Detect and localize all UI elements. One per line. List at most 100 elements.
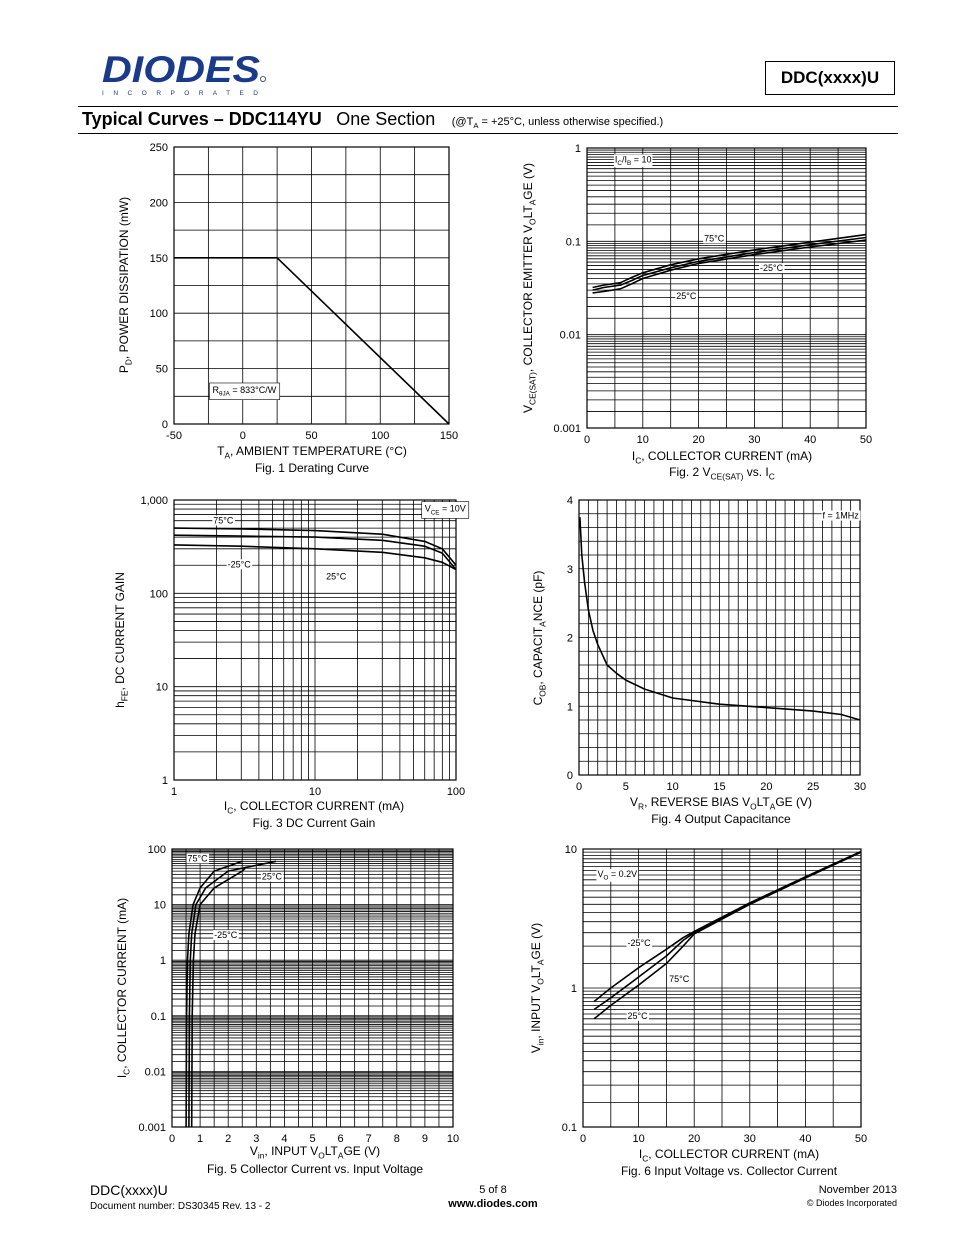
y-tick-label: 10 <box>156 682 168 694</box>
annotation-bg <box>212 515 235 526</box>
x-tick-label: 9 <box>422 1133 428 1145</box>
x-tick-label: 25 <box>807 781 819 793</box>
y-tick-label: 100 <box>150 308 168 320</box>
x-axis-label: Vin, INPUT VOLTAGE (V) <box>250 1144 380 1161</box>
x-tick-label: 0 <box>584 434 590 446</box>
x-tick-label: 30 <box>748 434 760 446</box>
annotation-label: -25°C <box>627 938 651 948</box>
y-tick-label: 1 <box>160 955 166 967</box>
y-tick-label: 1 <box>571 983 577 995</box>
y-tick-label: 0.1 <box>151 1011 166 1023</box>
figure-caption: Fig. 1 Derating Curve <box>255 461 369 475</box>
x-tick-label: 150 <box>440 430 458 442</box>
y-tick-label: 0.001 <box>553 423 581 435</box>
series-line-25C <box>173 534 457 571</box>
annotation-bg <box>675 291 698 302</box>
x-tick-label: 20 <box>688 1133 700 1145</box>
annotation-label: 25°C <box>262 872 283 882</box>
annotation-label: VO = 0.2V <box>597 869 637 882</box>
footer-website-link[interactable]: www.diodes.com <box>448 1198 538 1210</box>
series-line-75C <box>185 860 243 1128</box>
header-rule-top <box>78 106 898 107</box>
x-tick-label: 8 <box>394 1133 400 1145</box>
x-axis-label: IC, COLLECTOR CURRENT (mA) <box>224 799 404 816</box>
annotation-bg <box>226 559 253 570</box>
x-tick-label: 50 <box>305 430 317 442</box>
y-tick-label: 0.1 <box>566 236 581 248</box>
y-tick-label: 10 <box>154 900 166 912</box>
annotation-bg <box>821 510 861 521</box>
annotation-bg <box>626 1010 650 1021</box>
x-tick-label: 7 <box>366 1133 372 1145</box>
logo-wordmark: DIODES <box>102 50 260 90</box>
page-title: Typical Curves – DDC114YU <box>82 109 322 129</box>
y-tick-label: 150 <box>150 253 168 265</box>
series-line--25C <box>173 544 457 571</box>
chart-fig5: 0 1 2 3 4 5 6 7 8 9 10 0.001 0.01 0.1 1 10 100 75°C 25°C -2… <box>115 844 459 1176</box>
x-tick-label: 4 <box>281 1133 287 1145</box>
x-tick-label: 100 <box>371 430 389 442</box>
gridlines <box>578 499 861 776</box>
gridlines <box>171 848 454 1128</box>
annotation-bg <box>213 930 239 941</box>
series-line--25C <box>190 867 246 1128</box>
y-tick-label: 0.1 <box>562 1122 577 1134</box>
y-axis-label: Vin, INPUT VOLTAGE (V) <box>529 923 546 1053</box>
x-tick-label: 0 <box>576 781 582 793</box>
plot-frame <box>171 848 454 1128</box>
plot-frame <box>173 499 457 781</box>
series-line-25C <box>593 851 862 1020</box>
y-axis-label: VCE(SAT), COLLECTOR EMITTER VOLTAGE (V) <box>521 163 538 413</box>
footer-page-number: 5 of 8 <box>479 1184 507 1196</box>
y-tick-label: 0 <box>567 770 573 782</box>
diodes-logo: DIODES I N C O R P O R A T E D <box>102 50 266 97</box>
x-tick-label: 5 <box>623 781 629 793</box>
plot-frame <box>173 146 450 425</box>
x-tick-label: 10 <box>632 1133 644 1145</box>
chart-fig4: 0 5 10 15 20 25 30 0 1 2 3 4 f = 1MHz VR, REVERSE BIA… <box>531 495 866 826</box>
gridlines <box>173 146 450 425</box>
annotation-label: RθJA = 833°C/W <box>213 385 277 398</box>
x-tick-label: 40 <box>799 1133 811 1145</box>
x-tick-label: -50 <box>166 430 182 442</box>
x-tick-label: 30 <box>744 1133 756 1145</box>
x-axis-label: TA, AMBIENT TEMPERATURE (°C) <box>217 444 407 461</box>
footer-part-number: DDC(xxxx)U <box>90 1182 168 1198</box>
y-tick-label: 200 <box>150 197 168 209</box>
chart-fig3: 1 10 100 1 10 100 1,000 VCE = 10V 75°C -25°C 25°C I… <box>113 495 470 830</box>
annotation-bg <box>596 868 639 882</box>
series-line-25C <box>188 860 277 1128</box>
x-tick-label: 20 <box>760 781 772 793</box>
annotation-label: 75°C <box>213 516 234 526</box>
annotation-bg <box>260 871 284 882</box>
annotation-bg <box>703 233 726 244</box>
plot-frame <box>578 499 861 776</box>
footer-left: DDC(xxxx)U Document number: DS30345 Rev.… <box>90 1182 270 1212</box>
x-tick-label: 30 <box>854 781 866 793</box>
annotation-box <box>209 382 281 400</box>
x-axis-label: IC, COLLECTOR CURRENT (mA) <box>632 449 812 466</box>
series-line--25C <box>592 239 867 294</box>
page-subtitle: One Section <box>336 109 436 129</box>
y-tick-label: 100 <box>148 844 166 856</box>
annotation-label: 75°C <box>704 233 725 243</box>
y-axis-label: PD, POWER DISSIPATION (mW) <box>117 197 134 373</box>
footer-right: November 2013 © Diodes Incorporated <box>807 1184 897 1208</box>
plot-frame <box>586 147 867 429</box>
chart-fig6: 0 10 20 30 40 50 0.1 1 10 VO = 0.2V -25°C 75°C 25°C I… <box>529 844 867 1178</box>
y-tick-label: 0.001 <box>138 1122 166 1134</box>
y-tick-label: 0 <box>162 419 168 431</box>
annotation-label: VCE = 10V <box>425 504 466 517</box>
y-tick-label: 10 <box>565 844 577 856</box>
y-tick-label: 100 <box>150 588 168 600</box>
part-number-box: DDC(xxxx)U <box>765 61 895 95</box>
x-tick-label: 50 <box>855 1133 867 1145</box>
header-rule-bottom <box>78 133 898 134</box>
annotation-bg <box>758 263 785 274</box>
y-tick-label: 0.01 <box>560 330 581 342</box>
y-tick-label: 0.01 <box>145 1066 166 1078</box>
figure-caption: Fig. 4 Output Capacitance <box>651 812 791 826</box>
x-tick-label: 15 <box>713 781 725 793</box>
x-tick-label: 40 <box>804 434 816 446</box>
